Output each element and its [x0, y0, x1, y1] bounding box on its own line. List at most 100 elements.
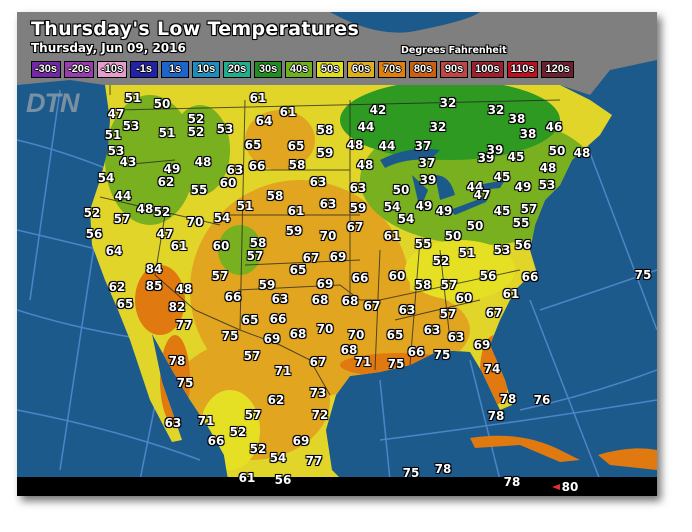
temperature-label: 65: [287, 139, 305, 153]
temperature-label: 57: [439, 307, 457, 321]
temperature-label: 46: [545, 120, 563, 134]
temperature-label: 51: [236, 199, 254, 213]
temperature-label: 74: [483, 362, 501, 376]
temperature-shading: [105, 85, 600, 470]
dtn-logo: DTN: [26, 88, 79, 118]
temperature-label: 66: [207, 434, 225, 448]
temperature-label: 39: [477, 151, 495, 165]
temperature-label: 58: [414, 278, 432, 292]
temperature-label: 67: [309, 355, 327, 369]
temperature-label: 61: [238, 471, 256, 485]
temperature-label: 66: [248, 159, 266, 173]
temperature-label: 52: [229, 425, 247, 439]
legend-item: 80s: [409, 61, 438, 78]
temperature-label: 57: [211, 269, 229, 283]
temperature-label: 62: [157, 175, 175, 189]
temperature-label: 67: [363, 299, 381, 313]
temperature-label: 54: [383, 200, 401, 214]
temperature-label: 59: [316, 146, 334, 160]
temperature-label: 78: [434, 462, 452, 476]
temperature-label: 53: [122, 119, 140, 133]
temperature-label: 66: [224, 290, 242, 304]
temperature-label: 69: [329, 250, 347, 264]
temperature-label: 63: [164, 416, 182, 430]
legend-item: 50s: [316, 61, 345, 78]
temperature-label: 60: [212, 239, 230, 253]
temperature-label: 65: [289, 263, 307, 277]
legend-item: 110s: [506, 61, 539, 78]
units-label: Degrees Fahrenheit: [401, 45, 507, 56]
temperature-label: 67: [346, 220, 364, 234]
temperature-label: 66: [269, 312, 287, 326]
temperature-label: 57: [520, 202, 538, 216]
temperature-label: 73: [309, 386, 327, 400]
legend-item: 40s: [285, 61, 314, 78]
color-legend: -30s -20s -10s -1s 1s 10s 20s 30s 40s 50s 60s 70s 80…: [31, 61, 574, 78]
temperature-label: 75: [634, 268, 652, 282]
legend-item: -1s: [130, 61, 159, 78]
temperature-label: 70: [186, 215, 204, 229]
temperature-label: 65: [241, 313, 259, 327]
temperature-label: 62: [267, 393, 285, 407]
temperature-label: 38: [508, 112, 526, 126]
temperature-label: 58: [266, 189, 284, 203]
temperature-label: 68: [289, 327, 307, 341]
temperature-label: 70: [319, 229, 337, 243]
temperature-label: 69: [263, 332, 281, 346]
temperature-label: 59: [285, 224, 303, 238]
temperature-label: 63: [349, 181, 367, 195]
temperature-label: 48: [194, 155, 212, 169]
temperature-label: 55: [512, 216, 530, 230]
temperature-label: 37: [414, 139, 432, 153]
temperature-label: 32: [487, 103, 505, 117]
temperature-label: 52: [187, 125, 205, 139]
temperature-label: 68: [311, 293, 329, 307]
legend-item: 20s: [223, 61, 252, 78]
temperature-label: 63: [271, 292, 289, 306]
temperature-label: 54: [397, 212, 415, 226]
temperature-label: 49: [163, 162, 181, 176]
temperature-label: 48: [346, 138, 364, 152]
legend-item: 90s: [440, 61, 469, 78]
temperature-label: 57: [440, 278, 458, 292]
legend-item: 30s: [254, 61, 283, 78]
temperature-label: 80: [561, 480, 579, 494]
temperature-label: 44: [114, 189, 132, 203]
temperature-label: 48: [356, 158, 374, 172]
temperature-label: 44: [357, 120, 375, 134]
temperature-label: 55: [414, 237, 432, 251]
temperature-label: 48: [175, 282, 193, 296]
temperature-label: 52: [187, 112, 205, 126]
temperature-label: 59: [349, 201, 367, 215]
temperature-label: 54: [269, 451, 287, 465]
hudson-bay: [330, 12, 480, 33]
legend-item: 60s: [347, 61, 376, 78]
temperature-label: 75: [221, 329, 239, 343]
temperature-label: 57: [113, 212, 131, 226]
temperature-label: 32: [429, 120, 447, 134]
temperature-label: 65: [386, 328, 404, 342]
temperature-label: 48: [136, 202, 154, 216]
temperature-label: 55: [190, 183, 208, 197]
temperature-label: 65: [116, 297, 134, 311]
temperature-label: 51: [124, 91, 142, 105]
temperature-label: 48: [573, 146, 591, 160]
temperature-label: 62: [108, 280, 126, 294]
temperature-label: 56: [274, 473, 292, 487]
temperature-label: 69: [316, 277, 334, 291]
temperature-label: 49: [514, 180, 532, 194]
legend-item: 100s: [471, 61, 504, 78]
temperature-label: 44: [466, 180, 484, 194]
temperature-label: 51: [104, 128, 122, 142]
temperature-label: 66: [407, 345, 425, 359]
temperature-label: 48: [539, 161, 557, 175]
temperature-label: 69: [292, 434, 310, 448]
temperature-label: 52: [83, 206, 101, 220]
borders: [99, 85, 561, 396]
temperature-label: 56: [85, 227, 103, 241]
temperature-label: 75: [176, 376, 194, 390]
temperature-label: 63: [423, 323, 441, 337]
temperature-label: 63: [447, 330, 465, 344]
temperature-label: 63: [398, 303, 416, 317]
marker-arrow-icon: [552, 484, 560, 490]
